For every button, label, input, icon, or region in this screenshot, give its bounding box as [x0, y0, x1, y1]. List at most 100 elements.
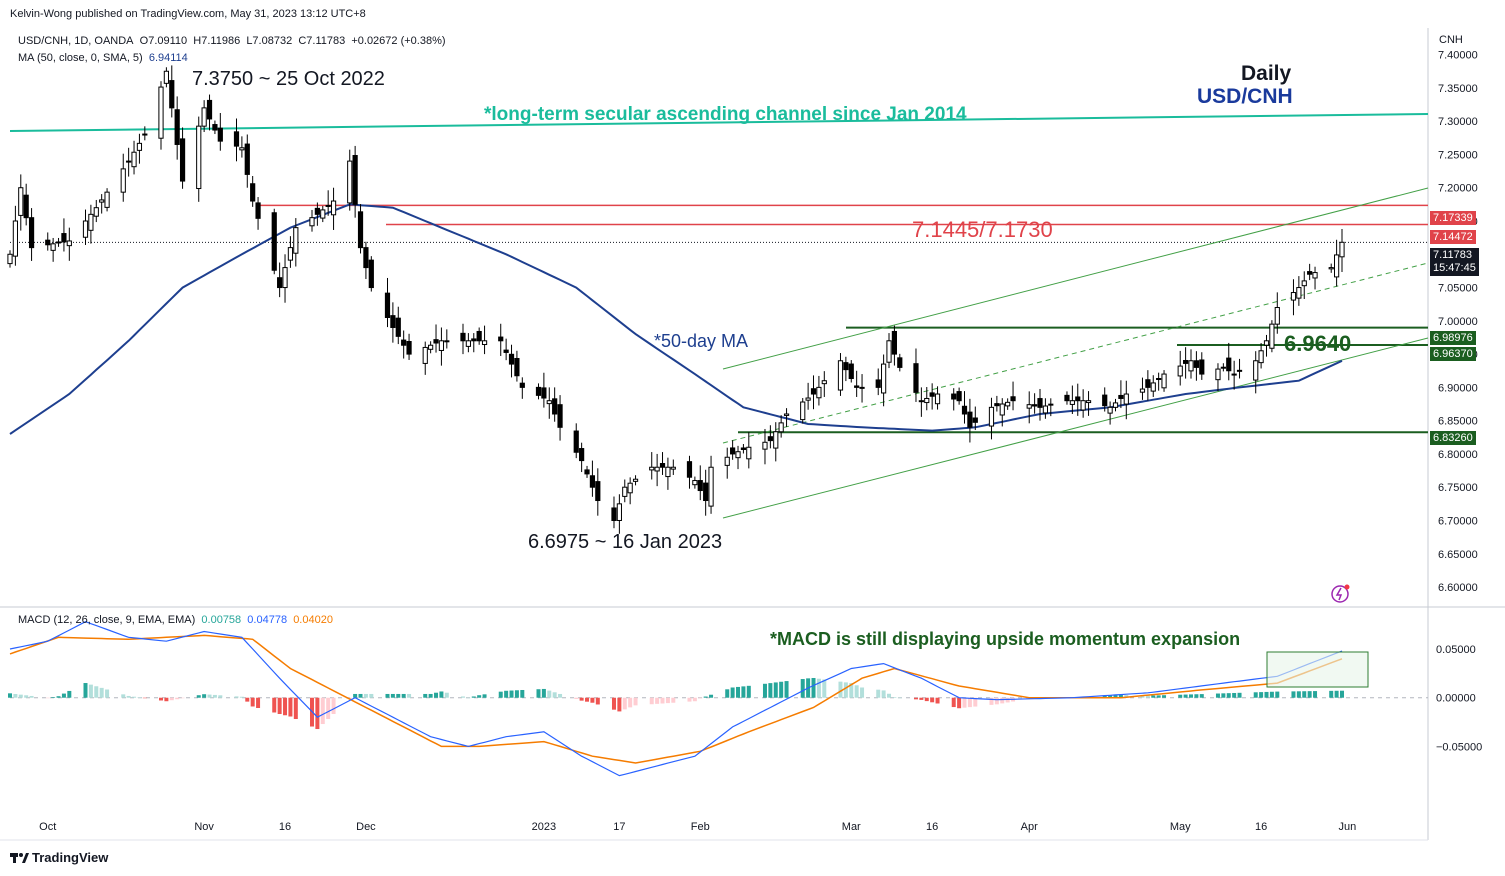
macd-histogram-bar — [24, 695, 29, 698]
candle-body — [1048, 403, 1054, 406]
macd-histogram-bar — [919, 697, 924, 700]
candle-body — [557, 404, 563, 428]
candle-body — [508, 353, 515, 365]
macd-histogram-bar — [660, 697, 665, 704]
macd-histogram-bar — [1140, 695, 1145, 698]
macd-histogram-bar — [935, 697, 940, 704]
x-tick-label: 16 — [1255, 821, 1267, 833]
macd-histogram-bar — [768, 683, 773, 698]
candle-body — [201, 107, 207, 127]
macd-histogram-bar — [1232, 692, 1237, 698]
macd-histogram-bar — [439, 691, 444, 698]
macd-histogram-bar — [234, 696, 239, 698]
y-tick-label: 7.40000 — [1438, 50, 1478, 62]
x-tick-label: Jun — [1339, 821, 1357, 833]
macd-legend-label[interactable]: MACD (12, 26, close, 9, EMA, EMA) — [18, 614, 196, 626]
candle-body — [929, 392, 935, 397]
x-tick-label: 16 — [926, 821, 938, 833]
macd-histogram-bar — [358, 693, 363, 698]
y-tick-label: 6.85000 — [1438, 416, 1478, 428]
y-tick-label: 6.60000 — [1438, 582, 1478, 594]
macd-histogram-bar — [1215, 693, 1220, 698]
candle-body — [18, 187, 24, 216]
candle-body — [1220, 366, 1226, 369]
macd-histogram-bar — [401, 693, 406, 698]
candle-body — [93, 207, 99, 217]
macd-histogram-bar — [1302, 691, 1307, 698]
candle-body — [967, 411, 973, 428]
candle-body — [390, 315, 396, 328]
macd-line — [9, 621, 1343, 777]
candle-body — [476, 330, 482, 342]
macd-histogram-bar — [1259, 692, 1264, 698]
macd-histogram-bar — [687, 697, 692, 702]
macd-histogram-bar — [536, 689, 541, 698]
candle-body — [1032, 404, 1038, 407]
macd-histogram-bar — [1005, 697, 1010, 703]
candle-body — [1010, 396, 1016, 402]
candle-body — [255, 202, 261, 219]
macd-histogram-bar — [175, 697, 180, 700]
macd-histogram-bar — [56, 696, 61, 698]
macd-highlight-box — [1266, 651, 1369, 688]
candle-body — [126, 160, 132, 163]
macd-histogram-bar — [239, 696, 244, 698]
y-tick-label: 7.30000 — [1438, 116, 1478, 128]
annotation-macd: *MACD is still displaying upside momentu… — [770, 629, 1241, 649]
candle-body — [50, 243, 56, 251]
ma-legend-label[interactable]: MA (50, close, 0, SMA, 5) — [18, 52, 143, 64]
candle-body — [924, 397, 930, 404]
candle-body — [406, 341, 412, 355]
candle-body — [465, 340, 471, 347]
candle-body — [1139, 388, 1146, 393]
y-tick-label: 6.80000 — [1438, 449, 1478, 461]
alert-icon[interactable] — [1331, 584, 1350, 603]
y-tick-label: 7.05000 — [1438, 283, 1478, 295]
candle-body — [1263, 340, 1270, 346]
macd-histogram-bar — [218, 695, 223, 698]
candle-body — [460, 332, 466, 342]
candle-body — [82, 220, 89, 238]
candle-body — [66, 240, 72, 247]
macd-histogram-bar — [353, 693, 358, 698]
candle-body — [444, 340, 450, 343]
macd-histogram-bar — [665, 697, 670, 704]
macd-histogram-bar — [369, 693, 374, 698]
candle-body — [438, 340, 445, 351]
candle-body — [61, 233, 67, 243]
symbol-name[interactable]: USD/CNH, 1D, OANDA — [18, 35, 134, 47]
candle-body — [875, 379, 881, 388]
candle-body — [1231, 373, 1237, 376]
candle-body — [913, 363, 919, 393]
symbol-header: USD/CNH, 1D, OANDA O7.09110 H7.11986 L7.… — [18, 35, 446, 47]
candle-body — [357, 211, 364, 249]
macd-pane — [8, 621, 1428, 777]
macd-histogram-bar — [277, 697, 282, 715]
macd-histogram-bar — [477, 695, 482, 698]
candle-body — [724, 456, 730, 466]
candle-body — [1075, 396, 1081, 402]
macd-histogram-bar — [860, 687, 865, 698]
macd-histogram-bar — [29, 695, 34, 698]
macd-histogram-bar — [105, 689, 110, 698]
macd-histogram-bar — [703, 696, 708, 698]
candle-body — [783, 413, 790, 416]
macd-histogram-bar — [617, 697, 622, 712]
candle-body — [55, 241, 62, 244]
macd-y-tick-label: 0.05000 — [1436, 644, 1476, 656]
ohlc-low: L7.08732 — [246, 35, 293, 47]
candle-body — [837, 360, 844, 391]
macd-histogram-bar — [1296, 691, 1301, 698]
candle-body — [1215, 368, 1221, 381]
price-tag-support-base: 6.83260 — [1430, 431, 1476, 445]
macd-histogram-bar — [326, 697, 331, 720]
candle-body — [659, 463, 666, 468]
candle-body — [821, 380, 827, 385]
candle-body — [12, 220, 18, 257]
macd-legend: MACD (12, 26, close, 9, EMA, EMA) 0.0075… — [18, 614, 333, 626]
candle-body — [174, 109, 180, 145]
macd-histogram-bar — [180, 697, 185, 699]
price-tag-resistance-lower: 7.14472 — [1430, 230, 1476, 244]
candle-body — [428, 344, 434, 350]
